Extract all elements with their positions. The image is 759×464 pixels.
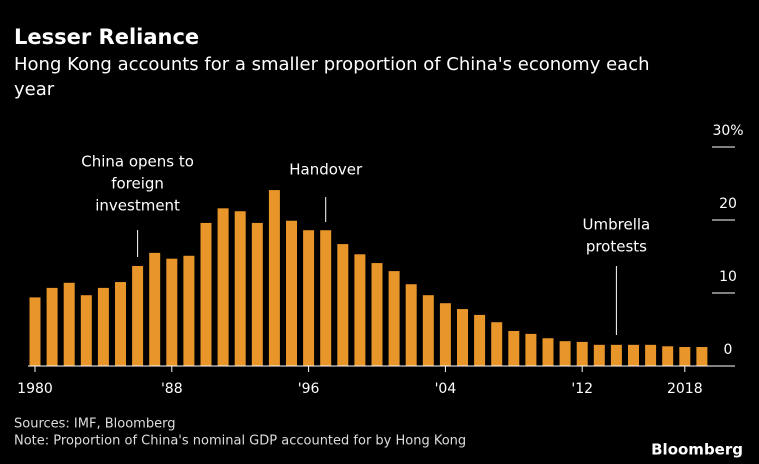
bar xyxy=(268,190,280,366)
bar xyxy=(576,341,588,366)
bar xyxy=(422,295,434,366)
bar xyxy=(508,330,520,366)
bar xyxy=(234,211,246,366)
bar xyxy=(388,271,400,366)
y-tick-label: 0 xyxy=(724,342,733,358)
bar xyxy=(217,208,229,366)
bar xyxy=(491,322,503,366)
bar xyxy=(371,263,383,366)
bar xyxy=(525,333,537,366)
bar xyxy=(132,265,144,366)
bar xyxy=(696,347,708,366)
bar xyxy=(457,309,468,366)
bar xyxy=(662,346,674,366)
bar xyxy=(559,341,571,366)
brand: Bloomberg xyxy=(651,441,743,459)
bar xyxy=(46,287,58,366)
x-tick-label: '12 xyxy=(571,381,593,397)
bar xyxy=(405,284,417,366)
bar xyxy=(593,344,605,366)
y-tick-label: 10 xyxy=(719,269,737,285)
x-tick-label: '96 xyxy=(298,381,320,397)
x-tick-label: 2018 xyxy=(667,381,703,397)
bar xyxy=(63,282,75,366)
bar xyxy=(251,222,263,366)
bar xyxy=(149,252,161,366)
annotation: investment xyxy=(95,197,180,215)
y-tick-label: 30% xyxy=(712,123,743,139)
chart-subtitle: Hong Kong accounts for a smaller proport… xyxy=(14,54,650,75)
bar xyxy=(337,244,349,366)
bar xyxy=(610,344,622,366)
annotation: Handover xyxy=(289,161,363,179)
y-tick-label: 20 xyxy=(719,196,737,212)
bar xyxy=(439,303,451,366)
bar xyxy=(183,255,195,366)
bar xyxy=(628,344,639,366)
annotation: China opens to xyxy=(81,153,194,171)
annotation: Umbrella xyxy=(583,216,651,234)
bar xyxy=(542,338,554,366)
annotation: protests xyxy=(586,238,647,256)
bar xyxy=(320,230,332,366)
x-tick-label: '88 xyxy=(161,381,183,397)
bar xyxy=(286,220,297,366)
bar xyxy=(200,222,212,366)
chart-subtitle: year xyxy=(14,79,55,100)
bar xyxy=(115,282,126,366)
source: Sources: IMF, Bloomberg xyxy=(14,417,175,432)
annotation: foreign xyxy=(111,175,164,193)
bar xyxy=(97,287,109,366)
note: Note: Proportion of China's nominal GDP … xyxy=(14,434,466,449)
x-tick-label: '04 xyxy=(435,381,457,397)
bar xyxy=(474,314,486,366)
chart-title: Lesser Reliance xyxy=(14,25,199,49)
bar xyxy=(354,254,366,366)
bar xyxy=(166,258,178,366)
bar xyxy=(29,297,41,366)
bar xyxy=(303,230,315,366)
x-tick-label: 1980 xyxy=(17,381,53,397)
bar xyxy=(679,347,691,366)
bar xyxy=(645,344,657,366)
bar xyxy=(80,295,92,366)
